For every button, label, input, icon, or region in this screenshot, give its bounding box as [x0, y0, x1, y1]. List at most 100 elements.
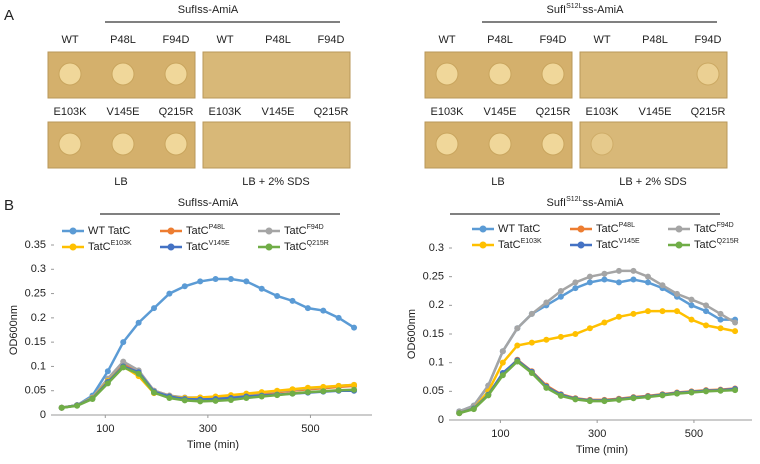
point	[274, 293, 281, 299]
point	[514, 342, 521, 349]
x-tick-label: 300	[199, 423, 217, 435]
legend-marker	[167, 243, 175, 251]
title-text: SufI	[547, 4, 567, 16]
strain-label: V145E	[483, 106, 516, 118]
point	[528, 310, 535, 317]
legend-name: TatC	[186, 241, 209, 253]
point	[289, 297, 296, 304]
point	[304, 389, 311, 396]
media-label: LB + 2% SDS	[619, 176, 687, 188]
point	[543, 384, 550, 391]
y-tick-label: 0.05	[25, 385, 46, 397]
point	[732, 328, 739, 335]
point	[151, 389, 158, 396]
y-axis-label: OD600nm	[406, 309, 418, 359]
strain-label: Q215R	[314, 106, 349, 118]
plate-photo	[202, 121, 351, 169]
point	[351, 381, 358, 388]
point	[528, 339, 535, 346]
strain-label: P48L	[642, 34, 668, 46]
point	[703, 322, 710, 329]
title-text: SufI	[547, 197, 567, 209]
legend-marker	[577, 225, 585, 233]
point	[528, 369, 535, 376]
point	[703, 388, 710, 395]
legend-marker	[577, 241, 585, 249]
point	[732, 319, 739, 326]
point	[335, 314, 342, 321]
point	[601, 270, 608, 277]
strain-label: E103K	[430, 106, 464, 118]
point	[557, 392, 564, 399]
title-text: SufIss-AmiA	[178, 4, 239, 16]
legend-marker	[675, 241, 683, 249]
colony	[541, 132, 565, 156]
legend-sup: Q215R	[717, 238, 739, 245]
y-axis-label: OD600nm	[8, 305, 20, 355]
strain-label: Q215R	[536, 106, 571, 118]
strain-label: V145E	[261, 106, 294, 118]
point	[543, 299, 550, 306]
point	[335, 382, 342, 389]
legend-entry: TatCP48L	[596, 222, 635, 235]
legend-marker	[69, 227, 77, 235]
strain-label: WT	[438, 34, 455, 46]
strain-label: P48L	[265, 34, 291, 46]
y-tick-label: 0.3	[31, 263, 46, 275]
point	[688, 389, 695, 396]
title-text: SufIss-AmiA	[178, 197, 239, 209]
colony	[164, 132, 188, 156]
point	[499, 372, 506, 379]
title-text: ss-AmiA	[582, 4, 624, 16]
point	[320, 383, 327, 390]
point	[135, 370, 142, 377]
point	[601, 276, 608, 283]
x-tick-label: 100	[96, 423, 114, 435]
strain-label: P48L	[487, 34, 513, 46]
legend-marker	[167, 227, 175, 235]
colony	[435, 62, 459, 86]
media-label: LB	[114, 176, 127, 188]
legend-marker	[69, 243, 77, 251]
colony	[111, 132, 135, 156]
point	[543, 336, 550, 343]
legend-sup: P48L	[619, 222, 635, 229]
point	[514, 325, 521, 332]
x-tick-label: 100	[491, 428, 509, 440]
title-text: ss-AmiA	[582, 197, 624, 209]
legend-marker	[265, 243, 273, 251]
strain-label: E103K	[208, 106, 242, 118]
strain-label: P48L	[110, 34, 136, 46]
strain-label: WT	[216, 34, 233, 46]
colony	[590, 132, 614, 156]
point	[630, 267, 637, 274]
y-tick-label: 0.2	[429, 299, 444, 311]
colony	[435, 132, 459, 156]
point	[717, 316, 724, 323]
point	[104, 380, 111, 387]
point	[630, 310, 637, 317]
colony	[164, 62, 188, 86]
x-tick-label: 300	[588, 428, 606, 440]
x-axis-label: Time (min)	[576, 444, 628, 456]
legend-entry: TatCV145E	[186, 240, 230, 253]
panel-label: B	[4, 197, 14, 214]
point	[243, 395, 250, 401]
point	[601, 319, 608, 326]
point	[644, 394, 651, 401]
y-tick-label: 0.25	[25, 287, 46, 299]
point	[212, 397, 219, 404]
group-title: SufIss-AmiA	[178, 197, 239, 209]
point	[120, 364, 127, 371]
legend-sup: V145E	[619, 238, 640, 245]
point	[615, 279, 622, 286]
colony	[696, 62, 720, 86]
point	[243, 278, 250, 285]
colony	[111, 62, 135, 86]
point	[586, 273, 593, 280]
strain-label: WT	[61, 34, 78, 46]
point	[499, 348, 506, 355]
point	[717, 310, 724, 317]
point	[258, 393, 265, 400]
